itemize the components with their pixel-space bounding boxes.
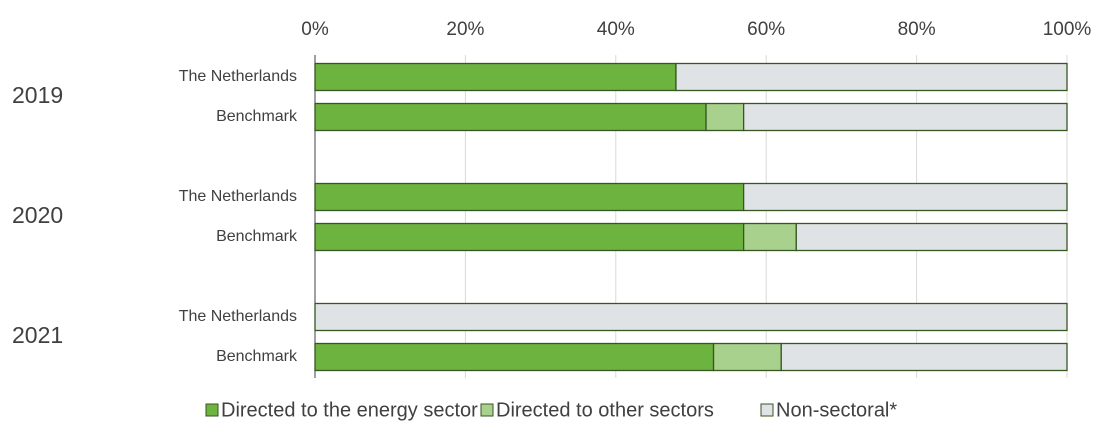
x-tick-label: 0% xyxy=(301,19,329,40)
category-label: Benchmark xyxy=(216,348,298,365)
bar-segment xyxy=(314,342,715,372)
bar-segment xyxy=(675,62,1068,92)
bar-segment xyxy=(795,222,1068,252)
legend-swatch xyxy=(480,403,494,417)
bar-segment xyxy=(314,222,745,252)
x-tick-label: 40% xyxy=(597,19,635,40)
legend-swatch xyxy=(760,403,774,417)
x-tick-label: 80% xyxy=(898,19,936,40)
category-label: The Netherlands xyxy=(179,68,297,85)
legend-swatch xyxy=(205,403,219,417)
bar-segment xyxy=(780,342,1068,372)
x-tick-label: 60% xyxy=(747,19,785,40)
group-label: 2019 xyxy=(12,82,63,108)
bar-segment xyxy=(314,182,745,212)
legend-label: Directed to other sectors xyxy=(496,399,714,421)
bar-segment xyxy=(314,62,677,92)
category-label: Benchmark xyxy=(216,228,298,245)
x-tick-label: 100% xyxy=(1043,19,1092,40)
bar-segment xyxy=(742,102,1068,132)
category-label: The Netherlands xyxy=(179,188,297,205)
legend-label: Directed to the energy sector xyxy=(221,399,478,421)
bar-segment xyxy=(712,342,782,372)
group-label: 2020 xyxy=(12,202,63,228)
bar-segment xyxy=(742,222,797,252)
bar-segment xyxy=(314,302,1068,332)
bar-segment xyxy=(742,182,1068,212)
category-label: The Netherlands xyxy=(179,308,297,325)
bar-segment xyxy=(314,102,707,132)
group-label: 2021 xyxy=(12,322,63,348)
x-tick-label: 20% xyxy=(446,19,484,40)
category-label: Benchmark xyxy=(216,108,298,125)
bar-segment xyxy=(705,102,745,132)
legend-label: Non-sectoral* xyxy=(776,399,897,421)
